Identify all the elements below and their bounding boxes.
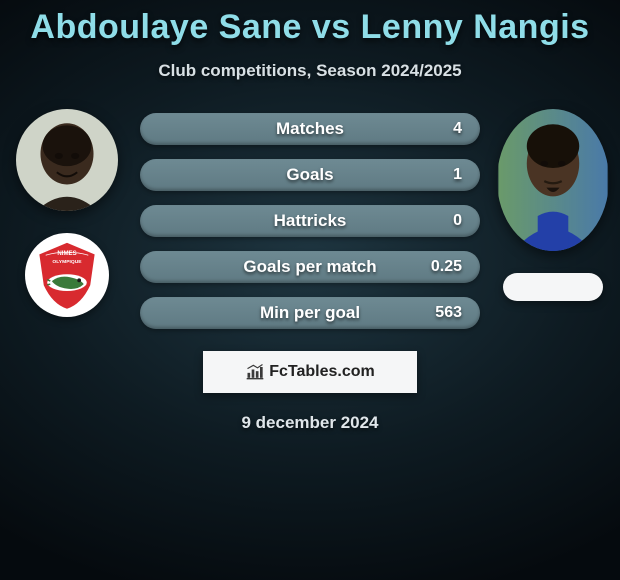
date-text: 9 december 2024 [241, 413, 378, 433]
stat-bar: Goals 1 [140, 159, 480, 191]
source-badge-text: FcTables.com [269, 363, 375, 381]
source-badge: FcTables.com [203, 351, 417, 393]
subtitle: Club competitions, Season 2024/2025 [158, 61, 461, 81]
compare-row: NIMES OLYMPIQUE Matches 4 Goals 1 Hattricks 0… [0, 109, 620, 329]
stat-bar-value: 4 [453, 120, 462, 138]
club-left-logo: NIMES OLYMPIQUE [25, 233, 109, 317]
right-side [498, 109, 608, 301]
stat-bar-label: Goals per match [243, 257, 376, 277]
club-right-chip [503, 273, 603, 301]
stat-bar: Min per goal 563 [140, 297, 480, 329]
stat-bar-label: Goals [286, 165, 333, 185]
stat-bar-value: 0.25 [431, 258, 462, 276]
player-left-avatar [16, 109, 118, 211]
bar-chart-icon [245, 363, 265, 381]
stat-bar: Goals per match 0.25 [140, 251, 480, 283]
stat-bar-value: 0 [453, 212, 462, 230]
svg-text:OLYMPIQUE: OLYMPIQUE [52, 259, 82, 265]
stat-bars: Matches 4 Goals 1 Hattricks 0 Goals per match 0… [140, 109, 480, 329]
stat-bar-label: Min per goal [260, 303, 360, 323]
player-right-avatar [497, 109, 609, 251]
stat-bar: Matches 4 [140, 113, 480, 145]
stat-bar-value: 1 [453, 166, 462, 184]
stat-bar-value: 563 [435, 304, 462, 322]
page-title: Abdoulaye Sane vs Lenny Nangis [30, 8, 589, 47]
player-right-portrait-icon [497, 109, 609, 251]
nimes-crest-icon: NIMES OLYMPIQUE [29, 237, 105, 313]
player-left-portrait-icon [16, 109, 118, 211]
left-side: NIMES OLYMPIQUE [12, 109, 122, 317]
svg-text:NIMES: NIMES [57, 250, 76, 257]
stat-bar: Hattricks 0 [140, 205, 480, 237]
stat-bar-label: Hattricks [274, 211, 347, 231]
stat-bar-label: Matches [276, 119, 344, 139]
